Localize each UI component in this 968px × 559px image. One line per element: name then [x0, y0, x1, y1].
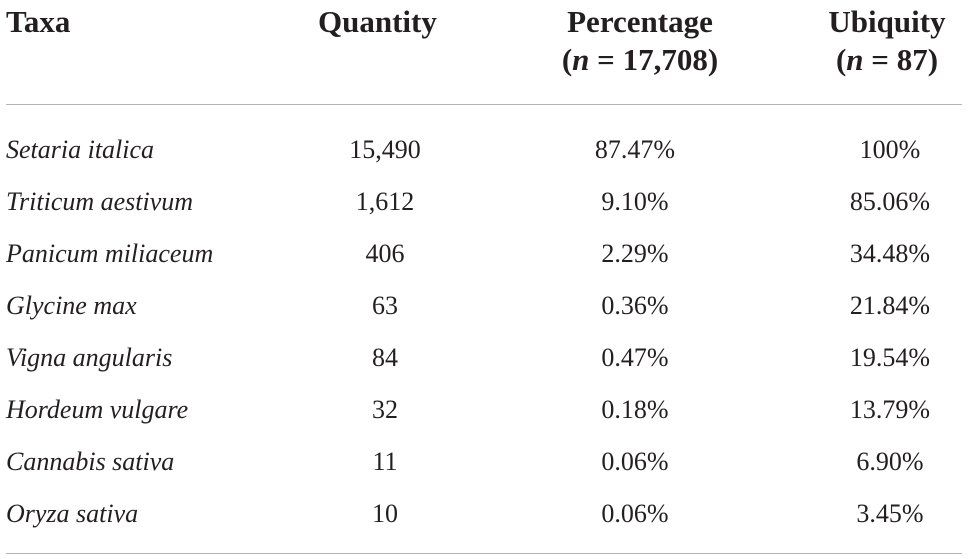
header-divider	[6, 104, 962, 105]
header-taxa: Taxa	[6, 4, 71, 39]
header-percentage-n-var: n	[572, 42, 590, 77]
header-ubiquity-n: (n = 87)	[812, 41, 962, 79]
cell-ubiquity: 3.45%	[856, 499, 924, 528]
table-row: Oryza sativa 10 0.06% 3.45%	[0, 488, 968, 540]
cell-ubiquity: 85.06%	[849, 187, 931, 216]
cell-taxa: Triticum aestivum	[6, 187, 194, 216]
cell-taxa: Cannabis sativa	[6, 447, 175, 476]
cell-quantity: 406	[365, 239, 405, 268]
cell-taxa: Setaria italica	[6, 135, 155, 164]
table-header: Taxa Quantity Percentage (n = 17,708) Ub…	[0, 0, 968, 104]
cell-taxa: Hordeum vulgare	[6, 395, 189, 424]
header-ubiquity: Ubiquity (n = 87)	[812, 3, 962, 79]
table-row: Vigna angularis 84 0.47% 19.54%	[0, 332, 968, 384]
table-row: Glycine max 63 0.36% 21.84%	[0, 280, 968, 332]
header-ubiquity-label: Ubiquity	[828, 4, 946, 39]
table-row: Panicum miliaceum 406 2.29% 34.48%	[0, 228, 968, 280]
table-row: Setaria italica 15,490 87.47% 100%	[0, 124, 968, 176]
header-ubiquity-n-open: (	[835, 42, 847, 77]
cell-percentage: 0.36%	[601, 291, 669, 320]
cell-quantity: 84	[372, 343, 398, 372]
cell-taxa: Panicum miliaceum	[6, 239, 214, 268]
header-percentage-n-value: = 17,708)	[589, 42, 719, 77]
table-bottom-divider	[6, 553, 962, 554]
cell-ubiquity: 21.84%	[849, 291, 931, 320]
cell-quantity: 32	[372, 395, 398, 424]
cell-ubiquity: 34.48%	[849, 239, 931, 268]
cell-quantity: 11	[372, 447, 398, 476]
table-body: Setaria italica 15,490 87.47% 100% Triti…	[0, 124, 968, 540]
cell-percentage: 0.06%	[601, 447, 669, 476]
header-percentage: Percentage (n = 17,708)	[540, 3, 740, 79]
cell-quantity: 63	[372, 291, 398, 320]
cell-ubiquity: 100%	[859, 135, 921, 164]
cell-percentage: 0.06%	[601, 499, 669, 528]
header-percentage-n: (n = 17,708)	[540, 41, 740, 79]
cell-ubiquity: 6.90%	[856, 447, 924, 476]
cell-ubiquity: 19.54%	[849, 343, 931, 372]
cell-taxa: Glycine max	[6, 291, 137, 320]
cell-quantity: 1,612	[355, 187, 415, 216]
cell-quantity: 10	[372, 499, 398, 528]
cell-percentage: 87.47%	[594, 135, 676, 164]
header-percentage-n-open: (	[561, 42, 573, 77]
cell-percentage: 9.10%	[601, 187, 669, 216]
cell-taxa: Oryza sativa	[6, 499, 139, 528]
header-ubiquity-n-var: n	[846, 42, 864, 77]
table-row: Triticum aestivum 1,612 9.10% 85.06%	[0, 176, 968, 228]
header-percentage-label: Percentage	[567, 4, 713, 39]
cell-percentage: 2.29%	[601, 239, 669, 268]
table-row: Hordeum vulgare 32 0.18% 13.79%	[0, 384, 968, 436]
cell-percentage: 0.47%	[601, 343, 669, 372]
cell-taxa: Vigna angularis	[6, 343, 173, 372]
header-ubiquity-n-value: = 87)	[863, 42, 939, 77]
table-row: Cannabis sativa 11 0.06% 6.90%	[0, 436, 968, 488]
cell-quantity: 15,490	[349, 135, 421, 164]
cell-percentage: 0.18%	[601, 395, 669, 424]
cell-ubiquity: 13.79%	[849, 395, 931, 424]
header-quantity: Quantity	[318, 4, 437, 39]
